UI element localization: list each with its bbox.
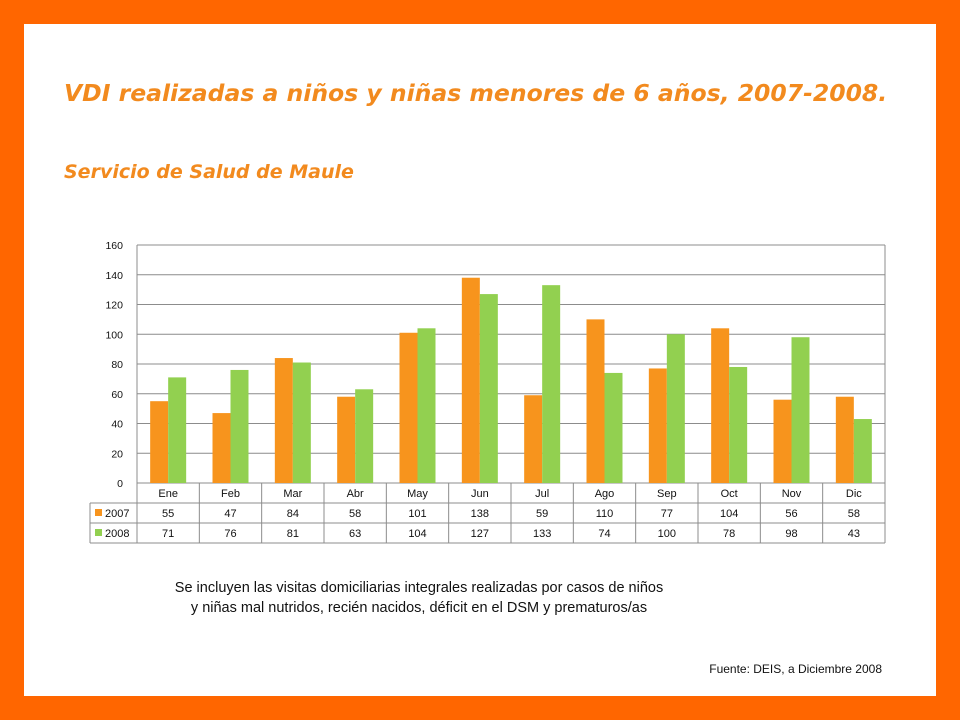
- x-tick-label: Ene: [158, 488, 178, 500]
- x-tick-label: Jul: [535, 488, 549, 500]
- y-tick-label: 160: [105, 240, 123, 252]
- data-label-2007: 59: [536, 508, 548, 520]
- bar-2008: [292, 362, 311, 483]
- bar-2007: [835, 396, 854, 483]
- bar-2007: [586, 319, 605, 483]
- bar-2008: [604, 372, 623, 483]
- chart-note: Se incluyen las visitas domiciliarias in…: [174, 580, 664, 616]
- data-label-2007: 58: [349, 508, 361, 520]
- data-label-2007: 55: [162, 508, 174, 520]
- y-tick-label: 20: [111, 448, 123, 460]
- bar-2008: [417, 328, 436, 483]
- bar-2008: [168, 377, 187, 483]
- bar-2008: [479, 294, 498, 483]
- bar-2007: [337, 396, 356, 483]
- data-label-2007: 47: [224, 508, 236, 520]
- data-label-2008: 81: [287, 528, 299, 540]
- data-label-2008: 104: [408, 528, 426, 540]
- legend-entry-2008: 2008: [105, 528, 129, 540]
- y-tick-label: 120: [105, 300, 123, 312]
- source-note: Fuente: DEIS, a Diciembre 2008: [709, 662, 882, 676]
- legend-swatch-2007: [95, 509, 102, 516]
- x-tick-label: Feb: [221, 488, 240, 500]
- data-label-2007: 104: [720, 508, 738, 520]
- data-label-2008: 100: [658, 528, 676, 540]
- legend-swatch-2008: [95, 529, 102, 536]
- x-tick-label: Jun: [471, 488, 489, 500]
- bar-2008: [853, 419, 872, 483]
- data-label-2008: 76: [224, 528, 236, 540]
- bar-2007: [524, 395, 543, 483]
- x-tick-label: Dic: [846, 488, 862, 500]
- bar-2007: [773, 399, 792, 483]
- data-label-2008: 78: [723, 528, 735, 540]
- x-tick-label: Sep: [657, 488, 677, 500]
- x-tick-label: Abr: [347, 488, 364, 500]
- bar-2008: [791, 337, 810, 483]
- x-tick-label: Ago: [595, 488, 615, 500]
- data-label-2008: 127: [471, 528, 489, 540]
- data-label-2007: 101: [408, 508, 426, 520]
- bar-2008: [666, 334, 685, 483]
- slide-subtitle: Servicio de Salud de Maule: [64, 161, 354, 183]
- slide-title: VDI realizadas a niños y niñas menores d…: [64, 79, 888, 107]
- x-tick-label: Mar: [283, 488, 302, 500]
- x-tick-label: Nov: [782, 488, 802, 500]
- bar-2007: [212, 413, 231, 483]
- y-tick-label: 60: [111, 389, 123, 401]
- x-tick-label: May: [407, 488, 428, 500]
- y-tick-label: 40: [111, 419, 123, 431]
- bar-2007: [648, 368, 667, 483]
- data-label-2008: 74: [598, 528, 610, 540]
- bar-2007: [150, 401, 169, 483]
- bar-2008: [729, 366, 748, 483]
- y-tick-label: 0: [117, 478, 123, 490]
- y-tick-label: 140: [105, 270, 123, 282]
- bar-2007: [711, 328, 730, 483]
- bar-2008: [230, 369, 249, 483]
- data-label-2007: 56: [785, 508, 797, 520]
- y-tick-label: 80: [111, 359, 123, 371]
- data-label-2007: 138: [471, 508, 489, 520]
- data-label-2007: 77: [661, 508, 673, 520]
- data-label-2007: 110: [596, 508, 614, 520]
- data-label-2008: 133: [533, 528, 551, 540]
- data-label-2008: 98: [785, 528, 797, 540]
- data-label-2008: 63: [349, 528, 361, 540]
- data-label-2008: 43: [848, 528, 860, 540]
- bar-2008: [355, 389, 374, 483]
- bar-chart: 0 20 40 60 80 100 120 140 160 Ene Feb Mar Abr May Jun J…: [89, 240, 886, 544]
- x-tick-label: Oct: [721, 488, 738, 500]
- slide: VDI realizadas a niños y niñas menores d…: [24, 24, 936, 696]
- bar-2007: [399, 332, 418, 483]
- legend-entry-2007: 2007: [105, 508, 129, 520]
- y-tick-label: 100: [105, 329, 123, 341]
- bar-2008: [542, 285, 561, 483]
- bar-2007: [274, 358, 293, 483]
- data-label-2007: 58: [848, 508, 860, 520]
- bar-2007: [461, 277, 480, 483]
- data-label-2008: 71: [162, 528, 174, 540]
- data-label-2007: 84: [287, 508, 299, 520]
